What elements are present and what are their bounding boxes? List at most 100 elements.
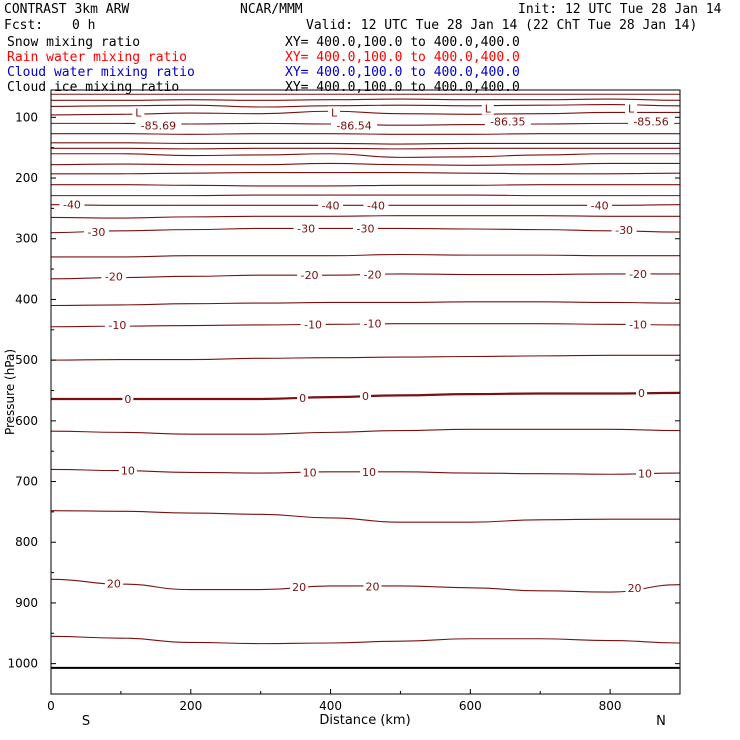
contour-label: -30 xyxy=(297,222,315,235)
y-tick-label: 700 xyxy=(15,475,38,489)
contour-label: 20 xyxy=(107,578,121,591)
contour-label-bg xyxy=(122,392,134,405)
contour-c5 xyxy=(50,428,681,435)
legend-cloudice-label: Cloud ice mixing ratio xyxy=(7,80,180,95)
contour-c-70 xyxy=(51,172,681,175)
x-tick-label: 200 xyxy=(179,699,202,713)
legend-cloudice-xy: XY= 400.0,100.0 to 400.0,400.0 xyxy=(285,80,520,95)
contour-label-bg xyxy=(101,270,127,283)
contour-label-bg xyxy=(360,389,371,402)
contour-label-bg xyxy=(587,199,613,212)
low-symbol-bg xyxy=(625,102,638,115)
contour-c-80 xyxy=(51,133,680,135)
contour-label-bg xyxy=(625,581,644,594)
contour-label-bg xyxy=(297,269,323,282)
contour-c-78 xyxy=(50,142,680,145)
contour-label: 20 xyxy=(628,582,642,595)
y-tick-label: 300 xyxy=(15,232,38,246)
contour-label: 10 xyxy=(638,468,652,481)
low-symbol: L xyxy=(485,103,492,116)
low-value: -85.69 xyxy=(141,119,176,132)
init-time: Init: 12 UTC Tue 28 Jan 14 xyxy=(518,2,722,17)
contour-label: -40 xyxy=(322,199,340,212)
contour-label-bg xyxy=(293,222,319,235)
contour-label: 10 xyxy=(362,466,376,479)
contour-label: -40 xyxy=(63,199,81,212)
contour-label-bg xyxy=(363,580,382,593)
contour-label: -10 xyxy=(108,319,126,332)
low-value-bg xyxy=(331,119,378,132)
contour-label: 0 xyxy=(638,387,645,400)
low-value-bg xyxy=(484,115,531,128)
low-value: -86.54 xyxy=(336,119,371,132)
contour-c-84 xyxy=(50,110,680,116)
low-symbol: L xyxy=(135,106,142,119)
contour-label-bg xyxy=(104,577,123,590)
legend-rain-label: Rain water mixing ratio xyxy=(7,50,188,65)
contour-label: -20 xyxy=(364,269,382,282)
x-tick-label: 400 xyxy=(319,699,342,713)
plot-frame xyxy=(50,89,681,695)
low-symbol-bg xyxy=(132,106,145,119)
y-tick-label: 600 xyxy=(15,414,38,428)
contour-label: -40 xyxy=(591,199,609,212)
contour-label-bg xyxy=(636,386,648,399)
contour-c-72 xyxy=(50,162,680,166)
x-end-label-left: S xyxy=(82,714,90,729)
contour-label-bg xyxy=(625,318,651,331)
contour-c-45 xyxy=(50,194,680,197)
contour-label-bg xyxy=(297,391,309,404)
contour-label-bg xyxy=(359,268,385,281)
y-tick-label: 400 xyxy=(15,292,38,306)
low-symbol-bg xyxy=(481,102,494,115)
contour-c-28 xyxy=(51,253,680,258)
contour-label-bg xyxy=(611,224,637,237)
contour-label: -20 xyxy=(629,268,647,281)
contour-c-86 xyxy=(51,98,681,101)
contour-label: -20 xyxy=(301,269,319,282)
y-tick-label: 800 xyxy=(15,535,38,549)
contour-c-15 xyxy=(50,301,681,307)
legend-rain-xy: XY= 400.0,100.0 to 400.0,400.0 xyxy=(285,50,520,65)
contour-c25 xyxy=(50,635,681,645)
contour-label: -10 xyxy=(364,318,382,331)
y-tick-label: 100 xyxy=(15,110,38,124)
contour-label-bg xyxy=(636,467,655,480)
legend-snow-xy: XY= 400.0,100.0 to 400.0,400.0 xyxy=(285,35,520,50)
fcst-label: Fcst: xyxy=(4,18,44,33)
model-title: CONTRAST 3km ARW xyxy=(4,2,130,17)
contour-label-bg xyxy=(104,318,130,331)
y-axis-title: Pressure (hPa) xyxy=(3,349,17,435)
low-value: -85.56 xyxy=(633,116,668,129)
contour-label-bg xyxy=(300,318,326,331)
org-label: NCAR/MMM xyxy=(240,2,303,17)
contour-label-bg xyxy=(300,466,319,479)
contour-c-76 xyxy=(51,147,680,150)
fcst-value: 0 h xyxy=(72,18,96,33)
contour-labels: -40 -40 -40 -40 -30 -30 -30 -30 -20 -20 -20 -20 -10 -… xyxy=(59,102,675,595)
contour-label-bg xyxy=(353,222,378,235)
contour-label: -30 xyxy=(357,222,375,235)
contour-label-bg xyxy=(118,464,137,477)
legend-cloudwater-label: Cloud water mixing ratio xyxy=(7,65,195,80)
low-symbol: L xyxy=(331,106,338,119)
contour-label-bg xyxy=(290,581,309,594)
contour-label: 0 xyxy=(124,393,131,406)
y-tick-label: 500 xyxy=(15,353,38,367)
contour-c15 xyxy=(50,510,680,523)
contour-label: -30 xyxy=(87,226,105,239)
contour-label-bg xyxy=(359,317,385,330)
low-symbol: L xyxy=(628,103,635,116)
y-tick-label: 900 xyxy=(15,596,38,610)
contour-label: 20 xyxy=(365,581,379,594)
contour-label: 0 xyxy=(362,390,369,403)
y-tick-label: 1000 xyxy=(7,657,38,671)
contour-label-bg xyxy=(83,226,109,239)
low-value: -86.35 xyxy=(490,116,525,129)
x-tick-label: 800 xyxy=(599,699,622,713)
contour-label: 20 xyxy=(292,581,306,594)
x-axis-title: Distance (km) xyxy=(319,713,410,728)
contour-label: 10 xyxy=(303,466,317,479)
contour-label: 10 xyxy=(121,465,135,478)
